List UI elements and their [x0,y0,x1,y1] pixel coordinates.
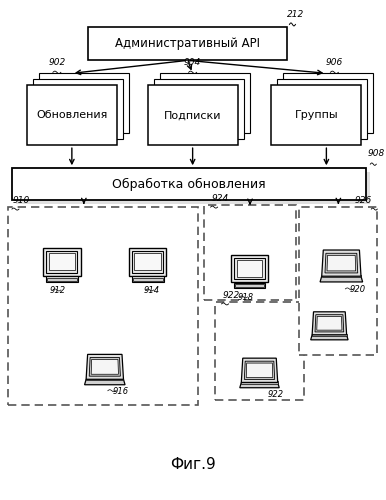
Polygon shape [312,312,347,335]
Text: 916: 916 [113,386,129,396]
Polygon shape [89,358,120,376]
Text: 908: 908 [367,149,385,158]
Bar [322,275,361,278]
Bar [154,80,244,139]
Text: 922: 922 [223,291,240,300]
Polygon shape [240,382,279,388]
Text: Обновления: Обновления [36,110,108,120]
Text: Обработка обновления: Обработка обновления [112,178,266,190]
Text: 914: 914 [144,286,160,295]
Polygon shape [246,363,273,378]
Bar [234,258,265,279]
Bar [235,284,264,286]
Bar [278,80,367,139]
Text: Группы: Группы [295,110,338,120]
Bar [88,28,288,60]
Text: 922: 922 [267,390,284,398]
Polygon shape [315,314,344,332]
Polygon shape [325,254,358,273]
Bar [39,74,129,133]
Text: Административный API: Административный API [115,38,260,51]
Bar [86,378,124,380]
Text: 906: 906 [326,58,343,68]
Text: 904: 904 [184,58,201,68]
Text: 924: 924 [212,194,229,203]
Bar [241,382,278,384]
Polygon shape [241,358,278,382]
Bar [16,172,370,204]
Polygon shape [322,250,361,276]
Bar [46,276,78,282]
Bar [234,282,265,288]
Text: 212: 212 [287,10,304,20]
Text: 920: 920 [349,285,366,294]
Polygon shape [320,276,362,282]
Bar [12,168,366,200]
Bar [283,74,373,133]
Bar [43,248,81,276]
Bar [27,86,117,145]
Bar [134,253,161,270]
Bar [300,207,377,355]
Bar [132,276,164,282]
Polygon shape [91,360,119,374]
Text: 902: 902 [48,58,66,68]
Text: 918: 918 [237,293,254,302]
Bar [46,251,78,272]
Bar [148,86,237,145]
Text: Подписки: Подписки [164,110,222,120]
Bar [8,207,198,404]
Text: 926: 926 [355,196,372,205]
Bar [215,302,305,400]
Polygon shape [85,380,125,384]
Bar [129,248,166,276]
Bar [47,278,77,280]
Bar [132,251,163,272]
Bar [133,278,163,280]
Bar [231,254,268,282]
Bar [312,334,347,336]
Text: 910: 910 [13,196,30,205]
Polygon shape [244,361,275,380]
Polygon shape [317,316,342,330]
Bar [237,260,262,276]
Bar [160,74,249,133]
Bar [49,253,75,270]
Text: Фиг.9: Фиг.9 [170,457,215,472]
Polygon shape [327,256,356,271]
Polygon shape [86,354,124,380]
Bar [271,86,361,145]
Text: 912: 912 [50,286,66,295]
Bar [203,205,296,300]
Polygon shape [311,335,348,340]
Bar [33,80,123,139]
